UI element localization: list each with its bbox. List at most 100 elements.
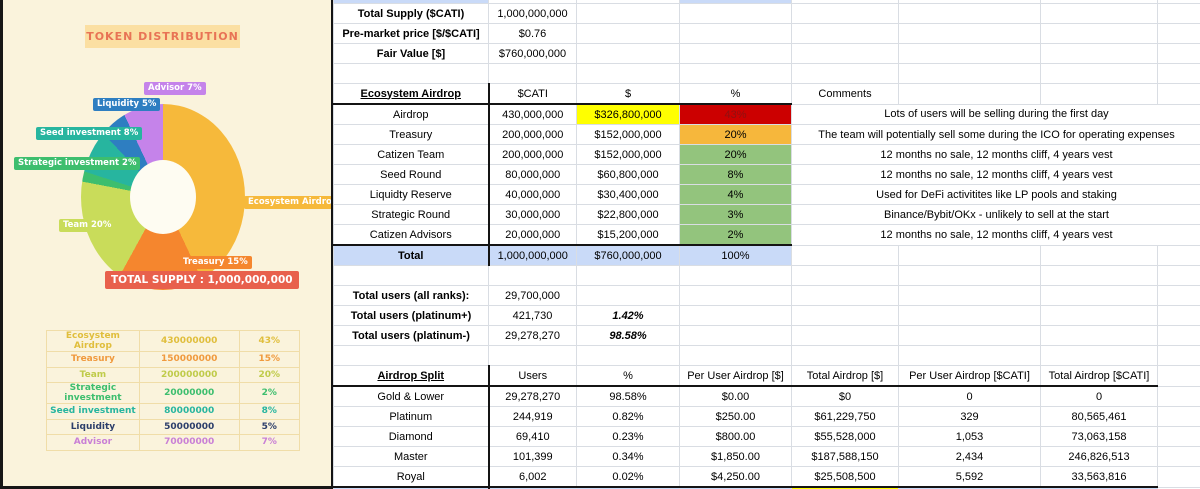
cell[interactable]	[898, 265, 1041, 286]
split-users[interactable]: 101,399	[487, 446, 577, 467]
info-label[interactable]: Total Supply ($CATI)	[333, 3, 489, 24]
users-value[interactable]: 29,700,000	[488, 285, 577, 306]
alloc-cati[interactable]: 80,000,000	[487, 164, 577, 185]
cell[interactable]	[1040, 244, 1158, 266]
alloc-cati[interactable]: 200,000,000	[487, 124, 577, 145]
split-total-cati[interactable]: 0	[1040, 385, 1158, 407]
cell[interactable]	[333, 63, 489, 84]
cell[interactable]	[1040, 285, 1158, 306]
col-header-comments[interactable]: Comments	[791, 83, 899, 105]
split-total-cati[interactable]: 80,565,461	[1040, 406, 1158, 427]
split-total-cati[interactable]: 33,563,816	[1040, 466, 1158, 488]
alloc-pct[interactable]: 43%	[679, 103, 792, 125]
cell[interactable]	[1040, 325, 1158, 346]
split-users[interactable]: 6,002	[487, 466, 577, 488]
cell[interactable]	[1040, 83, 1158, 105]
cell[interactable]	[1040, 265, 1158, 286]
split-table-title[interactable]: Airdrop Split	[333, 365, 489, 387]
split-per-cati[interactable]: 5,592	[898, 466, 1041, 488]
cell[interactable]	[1040, 3, 1158, 24]
cell[interactable]	[791, 265, 899, 286]
cell[interactable]	[898, 43, 1041, 64]
cell[interactable]	[898, 345, 1041, 366]
split-users[interactable]: 244,919	[487, 406, 577, 427]
alloc-comment[interactable]: Used for DeFi activitites like LP pools …	[791, 184, 1200, 205]
cell[interactable]	[679, 305, 792, 326]
cell[interactable]	[1157, 345, 1200, 366]
col-header-pct[interactable]: %	[679, 83, 792, 105]
cell[interactable]	[679, 63, 792, 84]
alloc-comment[interactable]: The team will potentially sell some duri…	[791, 124, 1200, 145]
cell[interactable]	[1157, 466, 1200, 488]
cell[interactable]	[333, 345, 489, 366]
cell[interactable]	[1040, 23, 1158, 44]
users-label[interactable]: Total users (all ranks):	[333, 285, 489, 306]
cell[interactable]	[791, 43, 899, 64]
cell[interactable]	[1157, 406, 1200, 427]
users-pct[interactable]: 1.42%	[576, 305, 680, 326]
alloc-total-usd[interactable]: $760,000,000	[576, 244, 680, 266]
cell[interactable]	[1157, 305, 1200, 326]
alloc-label[interactable]: Strategic Round	[333, 204, 489, 225]
cell[interactable]	[488, 63, 577, 84]
alloc-total-label[interactable]: Total	[333, 244, 489, 266]
cell[interactable]	[1157, 426, 1200, 447]
cell[interactable]	[679, 3, 792, 24]
split-pct[interactable]: 98.58%	[576, 385, 680, 407]
split-pct[interactable]: 0.34%	[576, 446, 680, 467]
split-pct[interactable]: 0.23%	[576, 426, 680, 447]
col-header-cati[interactable]: $CATI	[487, 83, 577, 105]
alloc-pct[interactable]: 4%	[679, 184, 792, 205]
cell[interactable]	[791, 3, 899, 24]
cell[interactable]	[333, 265, 489, 286]
alloc-label[interactable]: Seed Round	[333, 164, 489, 185]
cell[interactable]	[679, 23, 792, 44]
cell[interactable]	[791, 305, 899, 326]
alloc-cati[interactable]: 430,000,000	[487, 103, 577, 125]
split-label[interactable]: Platinum	[333, 406, 489, 427]
alloc-cati[interactable]: 30,000,000	[487, 204, 577, 225]
alloc-comment[interactable]: 12 months no sale, 12 months cliff, 4 ye…	[791, 144, 1200, 165]
cell[interactable]	[1157, 265, 1200, 286]
split-total-usd[interactable]: $187,588,150	[791, 446, 899, 467]
info-label[interactable]: Fair Value [$]	[333, 43, 489, 64]
split-label[interactable]: Master	[333, 446, 489, 467]
alloc-table-title[interactable]: Ecosystem Airdrop	[333, 83, 489, 105]
alloc-comment[interactable]: Binance/Bybit/OKx - unlikely to sell at …	[791, 204, 1200, 225]
cell[interactable]	[1157, 365, 1200, 387]
cell[interactable]	[1157, 23, 1200, 44]
alloc-pct[interactable]: 3%	[679, 204, 792, 225]
cell[interactable]	[679, 285, 792, 306]
cell[interactable]	[1157, 285, 1200, 306]
split-total-cati[interactable]: 73,063,158	[1040, 426, 1158, 447]
col-header-total-cati[interactable]: Total Airdrop [$CATI]	[1040, 365, 1158, 387]
cell[interactable]	[679, 345, 792, 366]
split-pct[interactable]: 0.82%	[576, 406, 680, 427]
alloc-usd[interactable]: $60,800,000	[576, 164, 680, 185]
alloc-usd[interactable]: $152,000,000	[576, 124, 680, 145]
alloc-total-pct[interactable]: 100%	[679, 244, 792, 266]
cell[interactable]	[791, 325, 899, 346]
cell[interactable]	[898, 305, 1041, 326]
info-value[interactable]: $760,000,000	[488, 43, 577, 64]
col-header-per-user-usd[interactable]: Per User Airdrop [$]	[679, 365, 792, 387]
cell[interactable]	[679, 325, 792, 346]
cell[interactable]	[1040, 305, 1158, 326]
split-total-usd[interactable]: $0	[791, 385, 899, 407]
cell[interactable]	[898, 83, 1041, 105]
alloc-cati[interactable]: 20,000,000	[487, 224, 577, 246]
cell[interactable]	[576, 345, 680, 366]
cell[interactable]	[1157, 3, 1200, 24]
split-users[interactable]: 69,410	[487, 426, 577, 447]
split-per-cati[interactable]: 2,434	[898, 446, 1041, 467]
cell[interactable]	[898, 244, 1041, 266]
cell[interactable]	[1157, 385, 1200, 407]
split-total-cati[interactable]: 246,826,513	[1040, 446, 1158, 467]
cell[interactable]	[1157, 43, 1200, 64]
split-per-usd[interactable]: $1,850.00	[679, 446, 792, 467]
alloc-pct[interactable]: 8%	[679, 164, 792, 185]
cell[interactable]	[488, 265, 577, 286]
info-value[interactable]: 1,000,000,000	[488, 3, 577, 24]
cell[interactable]	[898, 285, 1041, 306]
cell[interactable]	[898, 23, 1041, 44]
